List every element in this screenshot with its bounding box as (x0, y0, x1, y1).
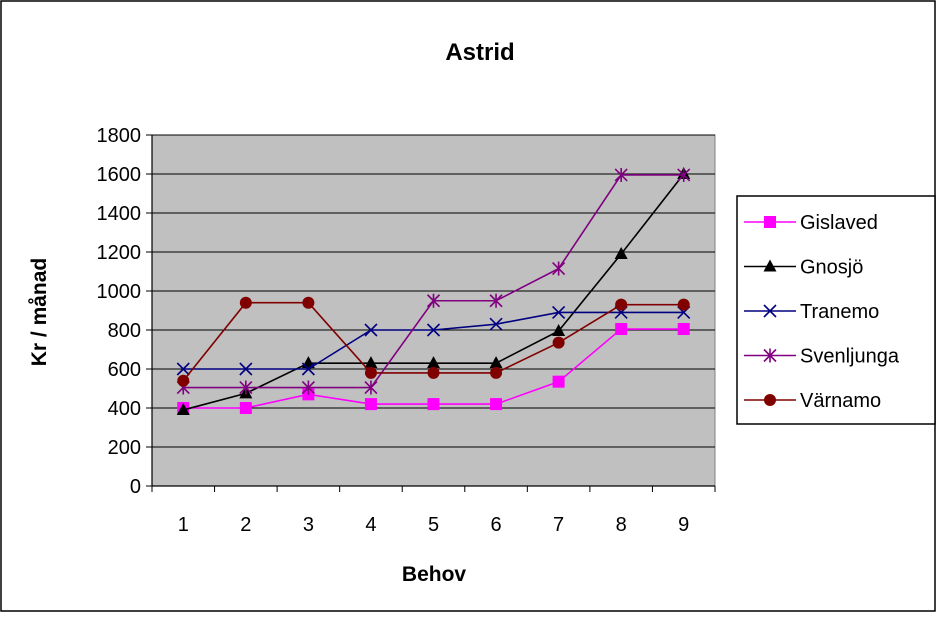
y-tick-label: 200 (108, 437, 141, 459)
marker-stroke (489, 317, 503, 331)
marker-stroke (763, 304, 777, 318)
legend-label: Värnamo (800, 390, 881, 412)
legend: Gislaved Gnosjö Tranemo Svenljunga Värnamo (744, 212, 900, 412)
plot-area (151, 134, 716, 487)
data-point-triangle (552, 323, 566, 336)
data-point-circle (764, 394, 776, 406)
data-point-circle (615, 298, 628, 311)
series-v-rnamo (177, 296, 690, 387)
data-point-triangle (364, 356, 378, 369)
data-point-triangle (763, 259, 777, 272)
legend-item: Gnosjö (744, 257, 863, 279)
data-point-star (426, 293, 441, 308)
chart-title: Astrid (445, 39, 514, 66)
data-point-square (427, 398, 440, 411)
x-tick-label: 5 (428, 514, 439, 536)
data-point-circle (364, 366, 377, 379)
data-point-triangle (176, 402, 190, 415)
x-tick-label: 3 (303, 514, 314, 536)
y-tick-label: 1200 (97, 242, 142, 264)
y-tick-label: 800 (108, 320, 141, 342)
series-gnosj- (176, 167, 691, 415)
x-tick-label: 7 (553, 514, 564, 536)
data-point-square (764, 216, 776, 228)
data-point-square (239, 402, 252, 414)
data-point-x (552, 305, 566, 320)
y-tick-label: 600 (108, 359, 141, 381)
data-point-triangle (427, 356, 440, 369)
y-tick-label: 400 (108, 398, 141, 420)
data-point-x (176, 362, 190, 376)
legend-label: Gnosjö (800, 257, 863, 279)
data-point-star (239, 380, 253, 395)
data-point-square (490, 398, 503, 411)
axes: 0 200 400 600 800 1000 1200 1400 1600 1800 1 2 3 4 5 6 7… (97, 125, 716, 536)
data-point-triangle (614, 246, 628, 259)
data-point-x (301, 362, 315, 376)
data-point-star (677, 167, 691, 182)
y-tick-label: 1600 (97, 164, 142, 186)
legend-label: Svenljunga (800, 346, 900, 368)
legend-label: Tranemo (800, 301, 879, 323)
data-point-x (426, 323, 441, 337)
data-point-x (239, 362, 253, 376)
marker-stroke (176, 362, 190, 376)
data-point-x (364, 323, 378, 337)
data-point-circle (490, 366, 503, 379)
legend-item: Värnamo (744, 390, 881, 412)
data-point-triangle (489, 356, 503, 369)
x-tick-label: 8 (616, 514, 627, 536)
x-axis-label: Behov (402, 563, 467, 586)
x-tick-label: 6 (490, 514, 501, 536)
data-point-star (552, 261, 566, 276)
marker-stroke (239, 362, 253, 376)
data-point-star (763, 348, 777, 363)
series-svenljunga (176, 167, 691, 395)
data-point-square (615, 323, 628, 336)
data-point-star (614, 167, 628, 182)
data-point-circle (677, 298, 690, 311)
data-point-x (763, 304, 777, 318)
y-tick-label: 0 (130, 476, 141, 498)
y-tick-label: 1800 (97, 125, 142, 147)
data-point-star (364, 380, 378, 395)
legend-item: Gislaved (744, 212, 878, 234)
data-point-square (364, 398, 377, 411)
y-tick-label: 1000 (97, 281, 142, 303)
data-point-circle (427, 366, 440, 379)
x-tick-label: 9 (678, 514, 689, 536)
x-tick-label: 2 (240, 514, 251, 536)
legend-label: Gislaved (800, 212, 878, 234)
marker-stroke (301, 362, 315, 376)
marker-stroke (364, 323, 378, 337)
data-point-circle (552, 336, 565, 349)
series-layer (176, 167, 691, 415)
y-axis-label: Kr / månad (28, 258, 51, 367)
data-point-circle (177, 374, 190, 387)
marker-stroke (552, 305, 566, 320)
data-point-square (552, 375, 565, 388)
marker-stroke (426, 323, 441, 337)
data-point-square (677, 323, 690, 336)
data-point-x (489, 317, 503, 331)
legend-item: Svenljunga (744, 346, 900, 368)
y-tick-label: 1400 (97, 203, 142, 225)
data-point-circle (302, 296, 315, 309)
data-point-star (489, 293, 503, 308)
x-tick-label: 4 (365, 514, 376, 536)
legend-item: Tranemo (744, 301, 879, 323)
x-tick-label: 1 (178, 514, 189, 536)
data-point-circle (239, 296, 252, 309)
data-point-star (301, 380, 315, 395)
